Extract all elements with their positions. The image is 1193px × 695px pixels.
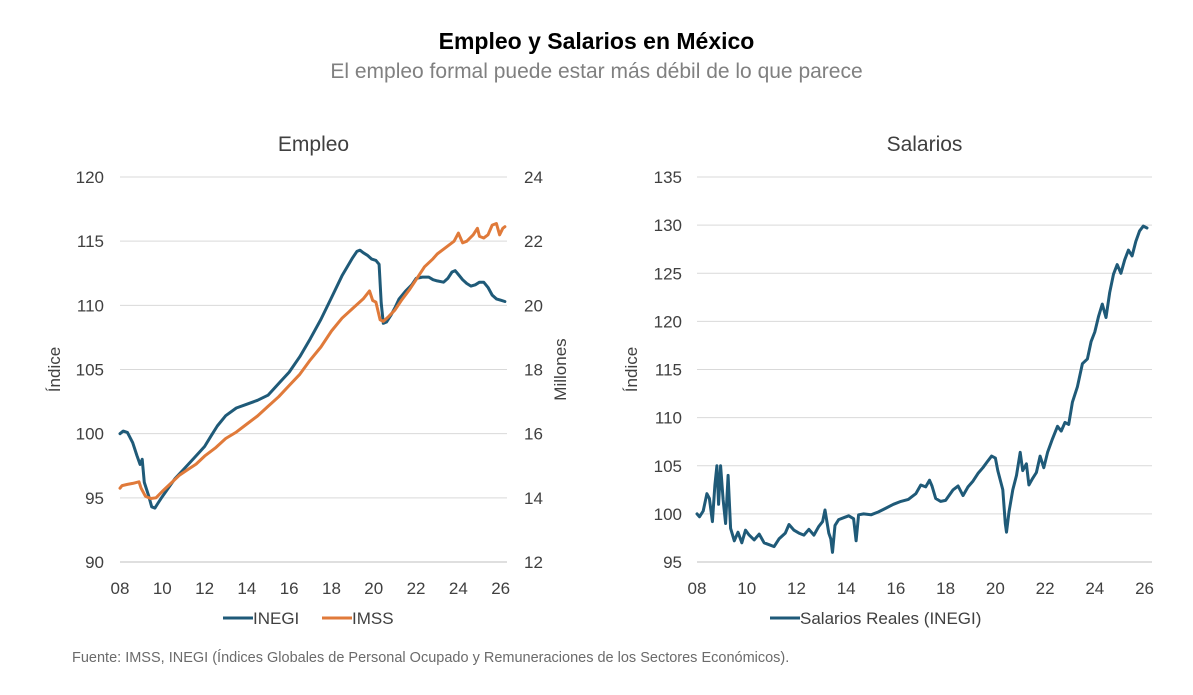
x-tick-label: 10	[737, 579, 756, 598]
x-tick-label: 22	[1036, 579, 1055, 598]
y-tick-label: 95	[663, 553, 682, 572]
y-tick-label: 135	[654, 168, 682, 187]
x-tick-label: 08	[111, 579, 130, 598]
series-line-salarios-reales-inegi	[695, 224, 1149, 554]
x-tick-label: 16	[280, 579, 299, 598]
x-tick-label: 10	[153, 579, 172, 598]
y-axis-label: Índice	[622, 347, 641, 392]
x-tick-label: 18	[322, 579, 341, 598]
x-tick-label: 12	[787, 579, 806, 598]
chart-empleo: Empleo 90 95 100 105 110 115 120 12 14 16 18 20 22 24 0…	[45, 133, 570, 628]
y-tick-label: 95	[85, 489, 104, 508]
chart-title: Salarios	[887, 133, 963, 156]
y-tick-label: 110	[77, 296, 104, 315]
y-tick-label: 100	[654, 505, 682, 524]
y2-axis-label: Millones	[551, 338, 570, 400]
y2-tick-label: 16	[524, 425, 543, 444]
y2-tick-label: 12	[524, 553, 543, 572]
chart-subtitle: El empleo formal puede estar más débil d…	[330, 60, 863, 83]
y-tick-label: 125	[654, 264, 682, 283]
x-tick-label: 12	[195, 579, 214, 598]
x-tick-label: 26	[491, 579, 510, 598]
y2-tick-label: 22	[524, 232, 543, 251]
legend-label: INEGI	[253, 609, 299, 628]
y-tick-label: 105	[654, 457, 682, 476]
x-tick-label: 14	[837, 579, 856, 598]
y-axis-label: Índice	[45, 347, 64, 392]
x-tick-label: 08	[688, 579, 707, 598]
x-tick-label: 20	[986, 579, 1005, 598]
y-tick-label: 110	[655, 409, 682, 428]
y-tick-label: 120	[654, 312, 682, 331]
chart-salarios: Salarios 95 100 105 110 115 120 125 130 135 08 10 12…	[622, 133, 1154, 628]
x-tick-label: 24	[1085, 579, 1104, 598]
legend-label: Salarios Reales (INEGI)	[800, 609, 981, 628]
chart-title: Empleo y Salarios en México	[438, 28, 755, 54]
legend-label: IMSS	[352, 609, 394, 628]
y-tick-label: 90	[85, 553, 104, 572]
x-tick-label: 16	[886, 579, 905, 598]
series-line-inegi	[118, 248, 507, 510]
y-tick-label: 105	[76, 361, 104, 380]
x-tick-label: 18	[936, 579, 955, 598]
source-note: Fuente: IMSS, INEGI (Índices Globales de…	[72, 650, 790, 666]
x-tick-label: 22	[407, 579, 426, 598]
y-tick-label: 120	[76, 168, 104, 187]
x-tick-label: 26	[1135, 579, 1154, 598]
series-line-imss	[118, 222, 507, 500]
y-tick-label: 115	[655, 361, 682, 380]
y2-tick-label: 24	[524, 168, 543, 187]
y-tick-label: 100	[76, 425, 104, 444]
y2-tick-label: 18	[524, 361, 543, 380]
y2-tick-label: 14	[524, 489, 543, 508]
y-tick-label: 130	[654, 216, 682, 235]
y-tick-label: 115	[77, 232, 104, 251]
y2-tick-label: 20	[524, 296, 543, 315]
x-tick-label: 24	[449, 579, 468, 598]
x-tick-label: 14	[237, 579, 256, 598]
chart-title: Empleo	[278, 133, 349, 156]
x-tick-label: 20	[364, 579, 383, 598]
